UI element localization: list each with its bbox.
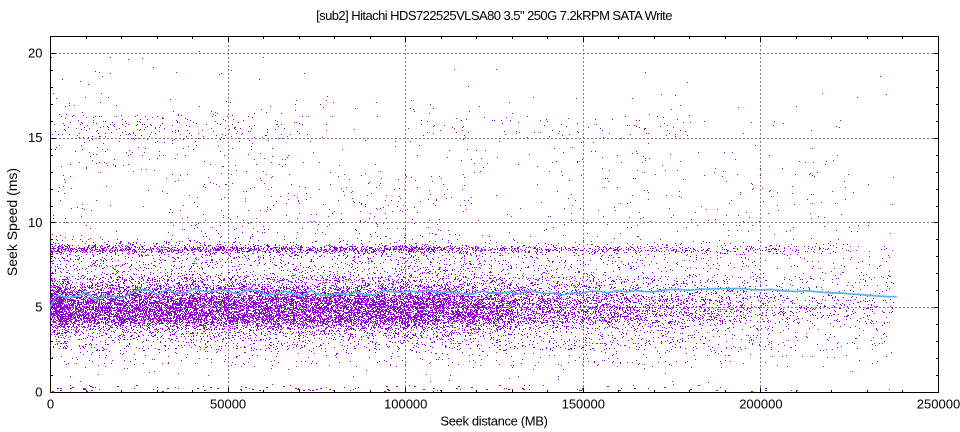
- svg-text:200000: 200000: [739, 396, 782, 411]
- svg-text:100000: 100000: [384, 396, 427, 411]
- svg-text:250000: 250000: [917, 396, 960, 411]
- svg-text:150000: 150000: [562, 396, 605, 411]
- svg-text:0: 0: [47, 396, 54, 411]
- svg-text:Seek Speed (ms): Seek Speed (ms): [4, 168, 20, 276]
- svg-text:15: 15: [28, 130, 42, 145]
- svg-text:50000: 50000: [210, 396, 246, 411]
- svg-text:Seek distance (MB): Seek distance (MB): [440, 414, 547, 429]
- svg-text:20: 20: [28, 45, 42, 60]
- svg-text:0: 0: [35, 384, 42, 399]
- svg-text:[sub2] Hitachi HDS722525VLSA80: [sub2] Hitachi HDS722525VLSA80 3.5" 250G…: [316, 8, 672, 23]
- svg-text:5: 5: [35, 300, 42, 315]
- svg-text:10: 10: [28, 215, 42, 230]
